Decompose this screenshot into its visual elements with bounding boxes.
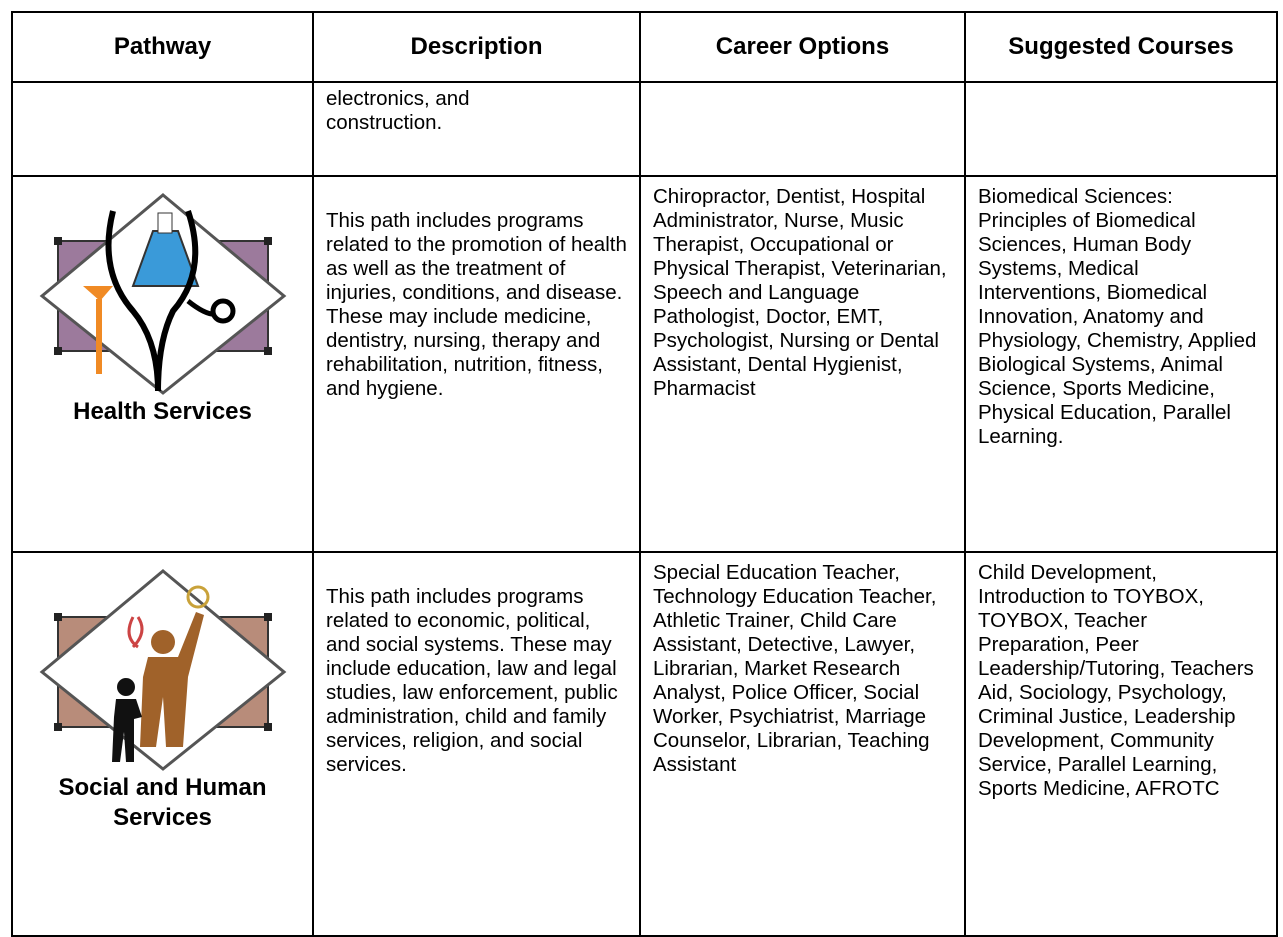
header-cell: Pathway xyxy=(11,11,314,83)
row: electronics, and construction. xyxy=(11,81,1278,177)
careers: Special Education Teacher, Technology Ed… xyxy=(639,551,966,937)
courses: Biomedical Sciences: Principles of Biome… xyxy=(964,175,1278,553)
description: electronics, and construction. xyxy=(312,81,641,177)
description: This path includes programs related to e… xyxy=(312,551,641,937)
pathway-cell: Social and Human Services xyxy=(11,551,314,937)
description-text: electronics, and construction. xyxy=(326,87,470,134)
header-cell: Career Options xyxy=(639,11,966,83)
social-icon xyxy=(39,569,286,771)
header-cell: Suggested Courses xyxy=(964,11,1278,83)
row: Social and Human Services This path incl… xyxy=(11,551,1278,937)
pathway-table: Pathway Description Career Options Sugge… xyxy=(11,11,1278,937)
careers: Chiropractor, Dentist, Hospital Administ… xyxy=(639,175,966,553)
cell xyxy=(11,81,314,177)
pathway-cell: Health Services xyxy=(11,175,314,553)
cell xyxy=(639,81,966,177)
courses: Child Development, Introduction to TOYBO… xyxy=(964,551,1278,937)
health-icon xyxy=(39,193,286,395)
pathway-name: Social and Human Services xyxy=(58,774,267,831)
header-row: Pathway Description Career Options Sugge… xyxy=(11,11,1278,83)
header-cell: Description xyxy=(312,11,641,83)
row: Health Services This path includes progr… xyxy=(11,175,1278,553)
pathway-name: Health Services xyxy=(73,398,252,425)
description: This path includes programs related to t… xyxy=(312,175,641,553)
cell xyxy=(964,81,1278,177)
